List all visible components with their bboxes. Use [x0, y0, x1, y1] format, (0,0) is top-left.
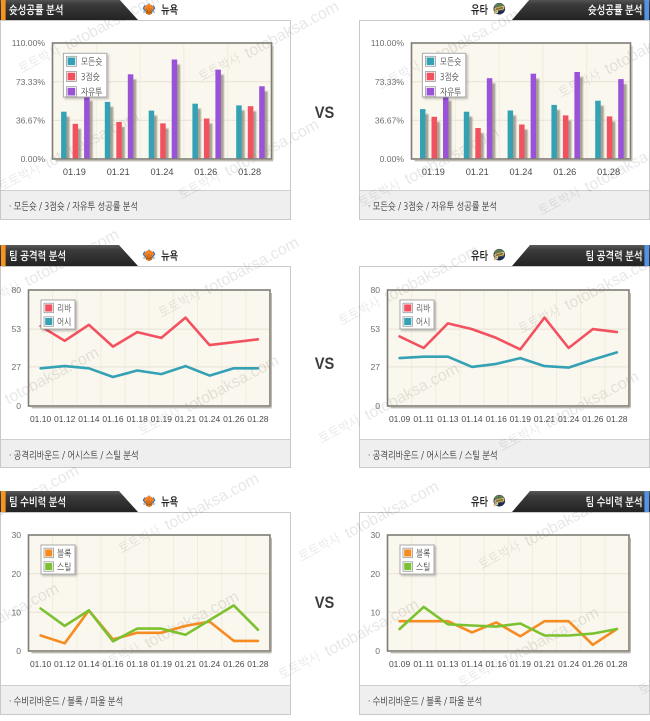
svg-text:01.24: 01.24 — [558, 659, 580, 669]
svg-text:01.14: 01.14 — [78, 659, 100, 669]
svg-text:01.19: 01.19 — [510, 414, 532, 424]
svg-text:01.24: 01.24 — [199, 659, 221, 669]
svg-text:01.28: 01.28 — [606, 414, 628, 424]
svg-text:01.28: 01.28 — [606, 659, 628, 669]
svg-text:27: 27 — [370, 362, 380, 372]
svg-text:20: 20 — [370, 569, 380, 579]
svg-text:VS: VS — [315, 354, 335, 373]
svg-text:0.00%: 0.00% — [21, 154, 46, 164]
svg-text:30: 30 — [11, 530, 21, 540]
svg-text:01.26: 01.26 — [223, 414, 245, 424]
svg-text:01.21: 01.21 — [175, 414, 197, 424]
svg-text:01.19: 01.19 — [63, 167, 86, 177]
svg-text:01.09: 01.09 — [389, 414, 411, 424]
svg-text:01.21: 01.21 — [107, 167, 130, 177]
svg-text:01.28: 01.28 — [247, 659, 269, 669]
svg-text:01.24: 01.24 — [558, 414, 580, 424]
svg-text:01.21: 01.21 — [534, 659, 556, 669]
svg-text:01.26: 01.26 — [553, 167, 576, 177]
svg-text:01.28: 01.28 — [597, 167, 620, 177]
svg-text:10: 10 — [11, 607, 21, 617]
svg-text:53: 53 — [11, 324, 21, 334]
svg-text:01.16: 01.16 — [102, 414, 124, 424]
svg-text:01.26: 01.26 — [582, 414, 604, 424]
svg-text:01.19: 01.19 — [151, 414, 173, 424]
svg-text:01.21: 01.21 — [175, 659, 197, 669]
svg-text:01.24: 01.24 — [510, 167, 533, 177]
svg-text:VS: VS — [315, 103, 335, 122]
svg-text:01.24: 01.24 — [151, 167, 174, 177]
svg-text:27: 27 — [11, 362, 21, 372]
svg-text:01.28: 01.28 — [238, 167, 261, 177]
svg-text:01.11: 01.11 — [413, 659, 434, 669]
svg-text:110.00%: 110.00% — [371, 38, 405, 48]
svg-text:01.19: 01.19 — [510, 659, 532, 669]
svg-text:01.21: 01.21 — [466, 167, 489, 177]
svg-text:0: 0 — [375, 646, 380, 656]
svg-text:0: 0 — [16, 646, 21, 656]
svg-text:0.00%: 0.00% — [380, 154, 405, 164]
svg-text:20: 20 — [11, 569, 21, 579]
svg-text:01.14: 01.14 — [461, 414, 483, 424]
svg-text:36.67%: 36.67% — [375, 115, 405, 125]
svg-text:01.12: 01.12 — [54, 659, 76, 669]
svg-text:01.24: 01.24 — [199, 414, 221, 424]
svg-text:01.19: 01.19 — [151, 659, 173, 669]
svg-text:01.10: 01.10 — [30, 659, 52, 669]
svg-text:01.16: 01.16 — [486, 414, 508, 424]
svg-text:36.67%: 36.67% — [16, 115, 46, 125]
svg-text:01.13: 01.13 — [437, 414, 459, 424]
svg-text:01.18: 01.18 — [127, 659, 149, 669]
svg-text:01.28: 01.28 — [247, 414, 269, 424]
svg-text:01.21: 01.21 — [534, 414, 556, 424]
svg-text:30: 30 — [370, 530, 380, 540]
svg-text:73.33%: 73.33% — [16, 77, 46, 87]
svg-text:53: 53 — [370, 324, 380, 334]
svg-text:01.16: 01.16 — [486, 659, 508, 669]
svg-text:01.13: 01.13 — [437, 659, 459, 669]
svg-text:01.26: 01.26 — [223, 659, 245, 669]
svg-text:01.10: 01.10 — [30, 414, 52, 424]
svg-text:01.11: 01.11 — [413, 414, 434, 424]
svg-text:110.00%: 110.00% — [12, 38, 46, 48]
svg-text:80: 80 — [11, 285, 21, 295]
svg-text:01.16: 01.16 — [102, 659, 124, 669]
svg-text:01.09: 01.09 — [389, 659, 411, 669]
svg-text:01.12: 01.12 — [54, 414, 76, 424]
svg-text:01.18: 01.18 — [127, 414, 149, 424]
svg-text:73.33%: 73.33% — [375, 77, 405, 87]
svg-text:0: 0 — [16, 401, 21, 411]
svg-text:80: 80 — [370, 285, 380, 295]
svg-text:VS: VS — [315, 593, 335, 612]
svg-text:01.26: 01.26 — [194, 167, 217, 177]
svg-text:01.19: 01.19 — [422, 167, 445, 177]
svg-text:01.14: 01.14 — [461, 659, 483, 669]
svg-text:10: 10 — [370, 607, 380, 617]
svg-text:0: 0 — [375, 401, 380, 411]
svg-text:01.14: 01.14 — [78, 414, 100, 424]
svg-text:01.26: 01.26 — [582, 659, 604, 669]
